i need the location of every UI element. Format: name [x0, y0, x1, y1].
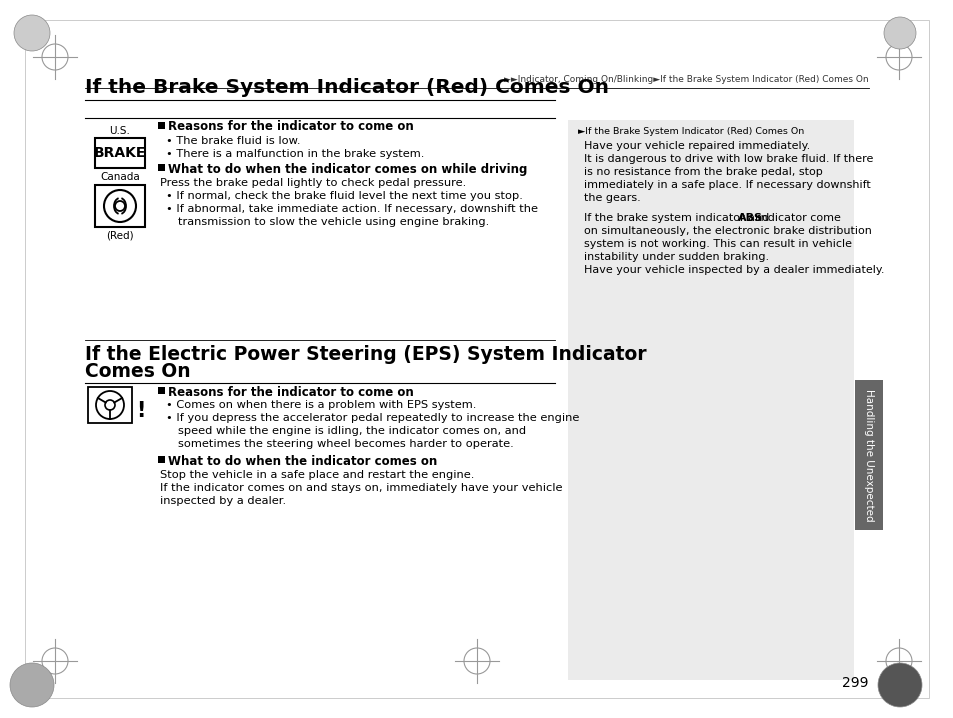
Text: sometimes the steering wheel becomes harder to operate.: sometimes the steering wheel becomes har… — [178, 439, 514, 449]
Text: Have your vehicle inspected by a dealer immediately.: Have your vehicle inspected by a dealer … — [583, 265, 883, 275]
Text: the gears.: the gears. — [583, 193, 640, 203]
Text: transmission to slow the vehicle using engine braking.: transmission to slow the vehicle using e… — [178, 217, 489, 227]
Text: !: ! — [136, 401, 145, 421]
Text: If the brake system indicator and: If the brake system indicator and — [583, 213, 772, 223]
Bar — [95, 185, 145, 227]
Bar — [854, 380, 882, 530]
Text: • There is a malfunction in the brake system.: • There is a malfunction in the brake sy… — [166, 149, 424, 159]
Text: (Red): (Red) — [106, 231, 133, 241]
Bar — [95, 138, 145, 168]
Text: It is dangerous to drive with low brake fluid. If there: It is dangerous to drive with low brake … — [583, 154, 872, 164]
Text: What to do when the indicator comes on while driving: What to do when the indicator comes on w… — [168, 163, 527, 176]
Text: Canada: Canada — [100, 172, 140, 182]
Text: What to do when the indicator comes on: What to do when the indicator comes on — [168, 455, 436, 468]
Text: BRAKE: BRAKE — [93, 146, 146, 160]
Text: Stop the vehicle in a safe place and restart the engine.: Stop the vehicle in a safe place and res… — [160, 470, 474, 480]
Bar — [158, 387, 165, 394]
Text: If the Electric Power Steering (EPS) System Indicator: If the Electric Power Steering (EPS) Sys… — [85, 345, 646, 364]
Text: 299: 299 — [841, 676, 868, 690]
Text: If the indicator comes on and stays on, immediately have your vehicle: If the indicator comes on and stays on, … — [160, 483, 562, 493]
Text: system is not working. This can result in vehicle: system is not working. This can result i… — [583, 239, 851, 249]
Bar — [88, 387, 132, 423]
Text: instability under sudden braking.: instability under sudden braking. — [583, 252, 768, 262]
Bar — [158, 456, 165, 463]
Text: Comes On: Comes On — [85, 362, 191, 381]
Circle shape — [10, 663, 54, 707]
Text: indicator come: indicator come — [754, 213, 841, 223]
Text: U.S.: U.S. — [110, 126, 131, 136]
Circle shape — [877, 663, 921, 707]
Text: is no resistance from the brake pedal, stop: is no resistance from the brake pedal, s… — [583, 167, 821, 177]
Circle shape — [883, 17, 915, 49]
Text: If the Brake System Indicator (Red) Comes On: If the Brake System Indicator (Red) Come… — [85, 78, 608, 97]
Text: • Comes on when there is a problem with EPS system.: • Comes on when there is a problem with … — [166, 400, 476, 410]
Text: • If you depress the accelerator pedal repeatedly to increase the engine: • If you depress the accelerator pedal r… — [166, 413, 578, 423]
Circle shape — [14, 15, 50, 51]
Text: • If abnormal, take immediate action. If necessary, downshift the: • If abnormal, take immediate action. If… — [166, 204, 537, 214]
Bar — [158, 164, 165, 171]
Bar — [158, 122, 165, 129]
Text: ►►Indicator, Coming On/Blinking►If the Brake System Indicator (Red) Comes On: ►►Indicator, Coming On/Blinking►If the B… — [504, 75, 868, 84]
Text: Have your vehicle repaired immediately.: Have your vehicle repaired immediately. — [583, 141, 809, 151]
Text: Reasons for the indicator to come on: Reasons for the indicator to come on — [168, 386, 414, 399]
Text: ►If the Brake System Indicator (Red) Comes On: ►If the Brake System Indicator (Red) Com… — [578, 127, 803, 136]
Bar — [567, 120, 853, 680]
Text: Reasons for the indicator to come on: Reasons for the indicator to come on — [168, 120, 414, 133]
Text: speed while the engine is idling, the indicator comes on, and: speed while the engine is idling, the in… — [178, 426, 525, 436]
Text: Press the brake pedal lightly to check pedal pressure.: Press the brake pedal lightly to check p… — [160, 178, 466, 188]
Text: inspected by a dealer.: inspected by a dealer. — [160, 496, 286, 506]
Text: on simultaneously, the electronic brake distribution: on simultaneously, the electronic brake … — [583, 226, 871, 236]
Text: Handling the Unexpected: Handling the Unexpected — [863, 388, 873, 521]
Text: • The brake fluid is low.: • The brake fluid is low. — [166, 136, 300, 146]
Text: ABS: ABS — [737, 213, 761, 223]
Text: immediately in a safe place. If necessary downshift: immediately in a safe place. If necessar… — [583, 180, 870, 190]
Text: • If normal, check the brake fluid level the next time you stop.: • If normal, check the brake fluid level… — [166, 191, 522, 201]
